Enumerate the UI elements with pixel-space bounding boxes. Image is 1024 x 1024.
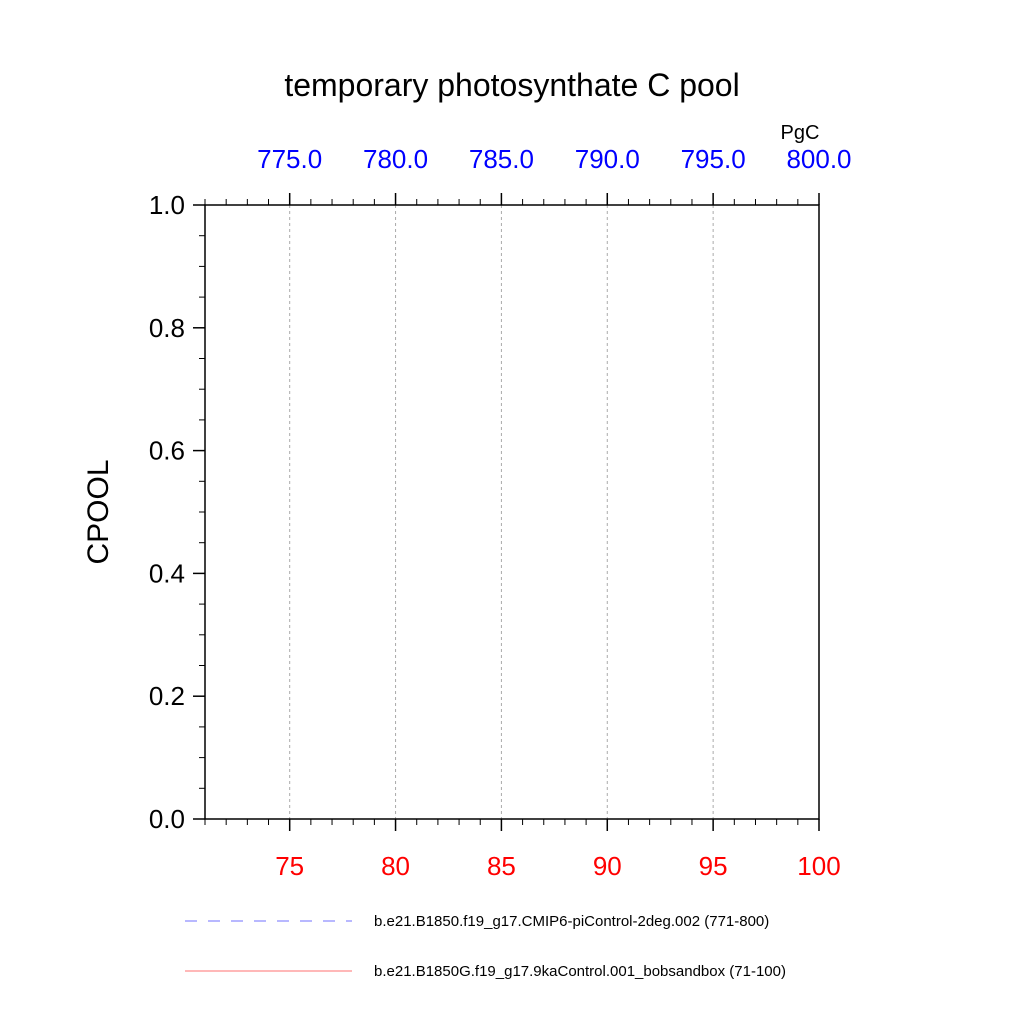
x-top-tick-label: 775.0	[257, 144, 322, 174]
x-top-tick-label: 795.0	[681, 144, 746, 174]
x-top-tick-label: 800.0	[786, 144, 851, 174]
legend-label: b.e21.B1850.f19_g17.CMIP6-piControl-2deg…	[374, 913, 769, 930]
y-tick-label: 0.0	[149, 804, 185, 834]
chart-title: temporary photosynthate C pool	[284, 67, 739, 103]
y-tick-label: 1.0	[149, 190, 185, 220]
x-bottom-tick-label: 95	[699, 851, 728, 881]
label-layer: 0.0 0.2 0.4 0.6 0.8 1.0 75 80 85 90 95 100 775.0 780.…	[149, 144, 852, 881]
plot-frame	[204, 204, 820, 820]
y-tick-label: 0.6	[149, 436, 185, 466]
legend: b.e21.B1850.f19_g17.CMIP6-piControl-2deg…	[185, 913, 786, 980]
tick-layer	[193, 193, 820, 831]
x-bottom-tick-label: 100	[797, 851, 840, 881]
legend-label: b.e21.B1850G.f19_g17.9kaControl.001_bobs…	[374, 963, 786, 980]
x-bottom-tick-label: 80	[381, 851, 410, 881]
y-tick-label: 0.8	[149, 313, 185, 343]
y-axis-label: CPOOL	[82, 459, 115, 564]
units-label: PgC	[781, 122, 820, 144]
x-bottom-tick-label: 75	[275, 851, 304, 881]
y-tick-label: 0.4	[149, 558, 185, 588]
x-bottom-tick-label: 85	[487, 851, 516, 881]
x-bottom-tick-label: 90	[593, 851, 622, 881]
x-top-tick-label: 780.0	[363, 144, 428, 174]
grid-layer	[289, 205, 714, 819]
x-top-tick-label: 790.0	[575, 144, 640, 174]
x-top-tick-label: 785.0	[469, 144, 534, 174]
y-tick-label: 0.2	[149, 681, 185, 711]
